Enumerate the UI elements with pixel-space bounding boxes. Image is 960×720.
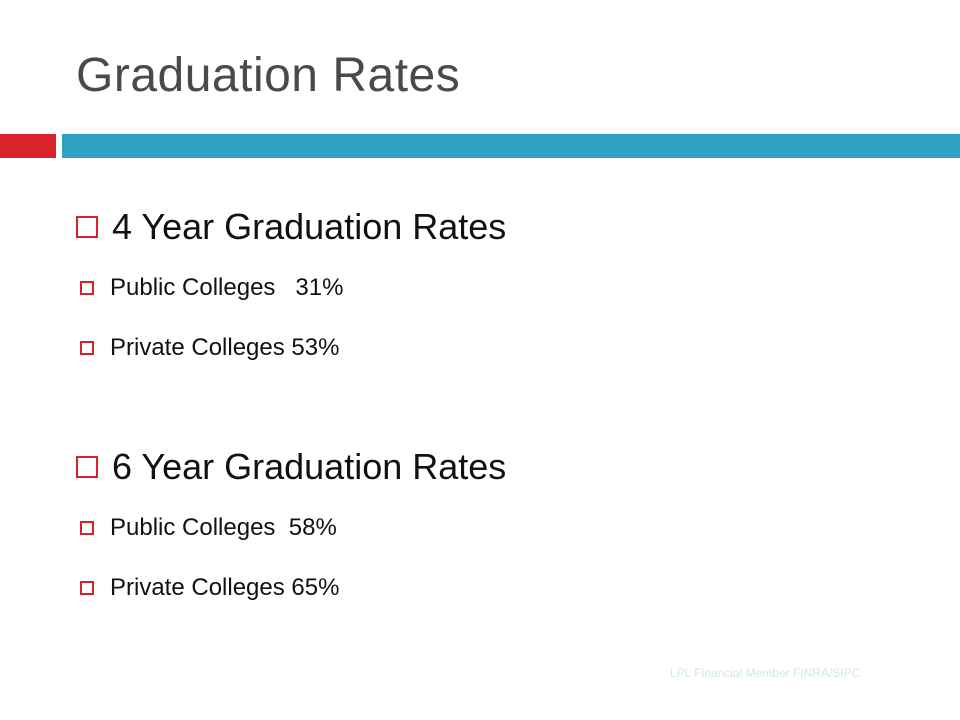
square-bullet-icon <box>76 456 98 478</box>
section-heading-4-year: 4 Year Graduation Rates <box>76 196 936 258</box>
bullet-list: 4 Year Graduation Rates Public Colleges … <box>76 196 936 618</box>
footer-disclaimer: LPL Financial Member FINRA/SIPC <box>670 666 861 680</box>
list-item-label: Private Colleges 53% <box>110 334 340 361</box>
section-spacer <box>76 378 936 436</box>
square-bullet-icon <box>80 521 94 535</box>
list-item: Public Colleges 58% <box>76 498 936 558</box>
list-item-label: Private Colleges 65% <box>110 574 340 601</box>
list-item: Private Colleges 65% <box>76 558 936 618</box>
title-divider-red <box>0 134 56 158</box>
section-heading-6-year: 6 Year Graduation Rates <box>76 436 936 498</box>
list-item-label: Public Colleges 31% <box>110 274 344 301</box>
slide-title: Graduation Rates <box>76 49 461 102</box>
title-divider-teal <box>62 134 960 158</box>
section-heading-label: 4 Year Graduation Rates <box>112 206 507 247</box>
section-heading-label: 6 Year Graduation Rates <box>112 446 507 487</box>
square-bullet-icon <box>80 281 94 295</box>
square-bullet-icon <box>76 216 98 238</box>
list-item: Private Colleges 53% <box>76 318 936 378</box>
list-item-label: Public Colleges 58% <box>110 514 337 541</box>
square-bullet-icon <box>80 341 94 355</box>
list-item: Public Colleges 31% <box>76 258 936 318</box>
square-bullet-icon <box>80 581 94 595</box>
